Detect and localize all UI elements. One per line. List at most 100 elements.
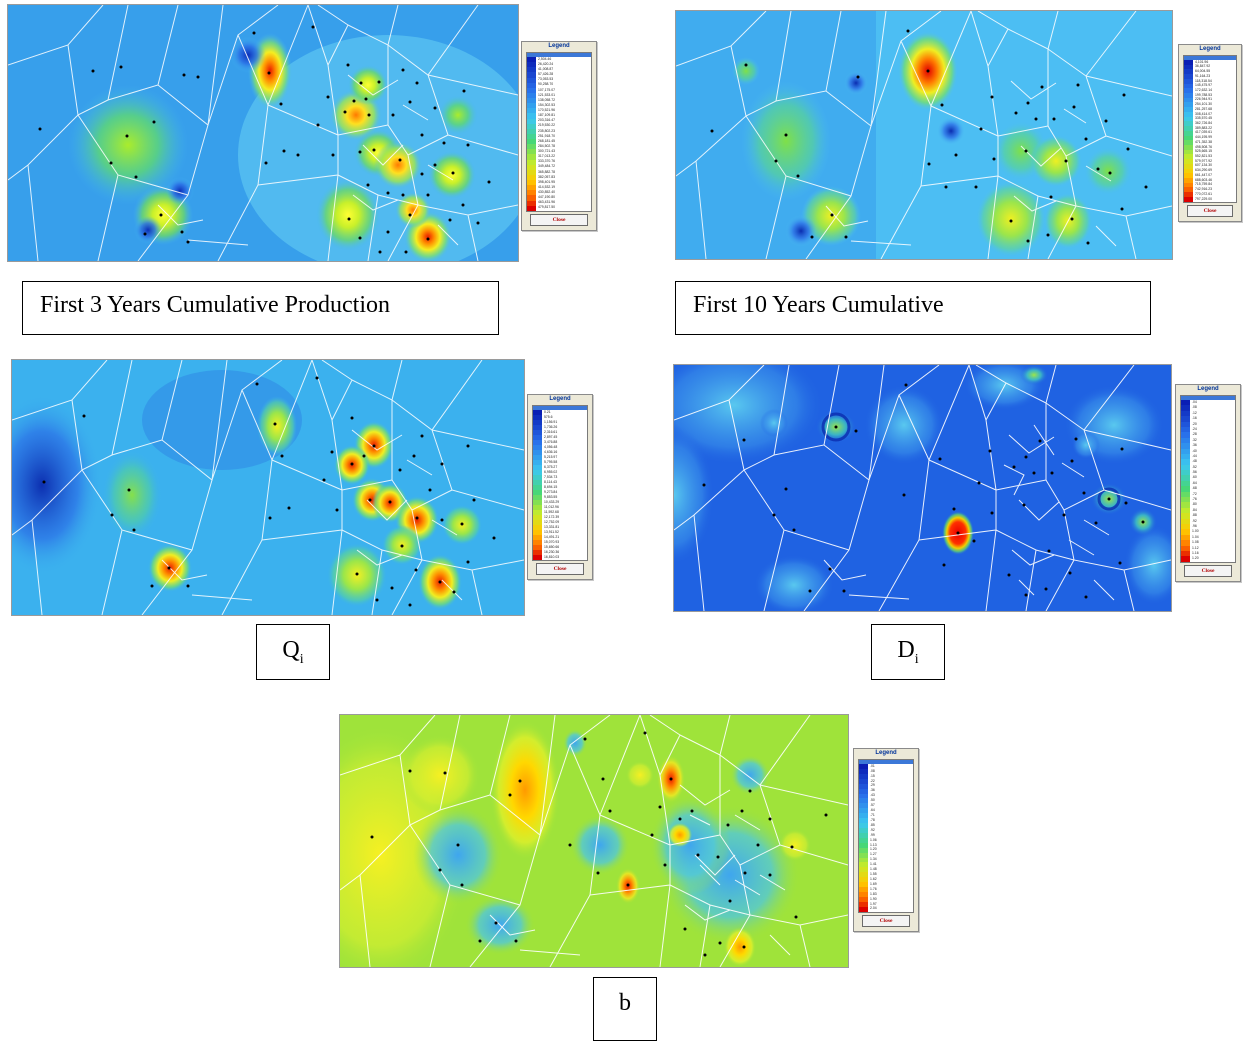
legend-row: 16,230.36	[533, 550, 587, 555]
legend-swatch	[533, 410, 542, 415]
legend-row: 479,817.50	[527, 206, 591, 211]
legend-value: 16,230.36	[544, 549, 560, 554]
legend-row: 1.76	[859, 887, 913, 892]
legend-value: 9,273.84	[544, 489, 558, 494]
legend-swatch	[859, 882, 868, 888]
heatmap-b	[340, 715, 848, 967]
legend-b[interactable]: Legend .01.08.15.22.29.36.43.50.57.64.71…	[853, 748, 919, 932]
legend-value: .85	[870, 822, 875, 827]
legend-swatch	[1184, 126, 1193, 131]
legend-scale[interactable]: 0.21 575.6 1,156.91 1,736.26 2,316.61 2,897.4…	[532, 405, 588, 561]
legend-value: 36,847.92	[1195, 64, 1211, 69]
legend-scale[interactable]: .04.08.12.16.20.24.28.32.36.40.44.48.52.…	[1180, 395, 1236, 563]
legend-swatch	[1181, 480, 1190, 487]
map-cum3	[7, 4, 519, 262]
legend-value: .76	[1192, 497, 1197, 502]
legend-swatch	[1181, 410, 1190, 417]
legend-swatch	[859, 872, 868, 878]
legend-row: 797,229.00	[1184, 197, 1236, 202]
legend-value: 742,916.23	[1195, 187, 1212, 192]
legend-header-bar	[1181, 396, 1235, 400]
legend-swatch	[527, 128, 536, 134]
legend-value: .92	[1192, 518, 1197, 523]
legend-swatch	[859, 773, 868, 779]
legend-value: 226,944.91	[1195, 97, 1212, 102]
legend-swatch	[533, 435, 542, 440]
legend-close-button[interactable]: Close	[1184, 565, 1232, 577]
legend-row: 607,134.30	[1184, 164, 1236, 169]
legend-value: 254,101.30	[1195, 102, 1212, 107]
legend-value: .08	[870, 768, 875, 773]
legend-value: 187,109.81	[538, 113, 555, 118]
legend-title: Legend	[549, 396, 571, 402]
legend-value: 5,215.97	[544, 454, 558, 459]
legend-row: 8,114.43	[533, 480, 587, 485]
legend-row: 268,181.45	[527, 139, 591, 145]
legend-value: 6,375.27	[544, 464, 558, 469]
legend-value: 1,736.26	[544, 424, 558, 429]
legend-value: .50	[870, 798, 875, 803]
legend-title: Legend	[548, 43, 570, 49]
legend-row: 6,375.27	[533, 465, 587, 470]
legend-swatch	[1181, 416, 1190, 422]
legend-swatch	[1181, 405, 1190, 411]
legend-value: 9,853.55	[544, 494, 558, 499]
legend-swatch	[859, 887, 868, 892]
legend-swatch	[1184, 173, 1193, 178]
legend-value: 362,726.84	[1195, 121, 1212, 125]
legend-scale[interactable]: .01.08.15.22.29.36.43.50.57.64.71.78.85.…	[858, 759, 914, 913]
legend-value: .16	[1192, 416, 1197, 421]
legend-value: .68	[1192, 486, 1197, 491]
legend-swatch	[859, 778, 868, 784]
legend-swatch	[859, 827, 868, 833]
legend-value: .32	[1192, 437, 1197, 442]
legend-value: .64	[870, 808, 875, 813]
legend-row: 1.20	[859, 847, 913, 853]
legend-swatch	[1181, 523, 1190, 530]
legend-swatch	[1184, 196, 1193, 202]
legend-swatch	[527, 205, 536, 211]
legend-close-button[interactable]: Close	[536, 563, 584, 575]
legend-header-bar	[859, 760, 913, 764]
legend-value: 444,195.99	[1195, 135, 1212, 140]
legend-value: 154,302.53	[538, 102, 555, 107]
legend-qi[interactable]: Legend 0.21 575.6 1,156.91 1,736.26 2,316.61…	[527, 394, 593, 580]
legend-swatch	[527, 200, 536, 206]
legend-value: 1.55	[870, 872, 877, 877]
legend-swatch	[1184, 88, 1193, 94]
legend-row: .96	[1181, 523, 1235, 530]
legend-value: 90,258.70	[538, 82, 554, 87]
legend-row: 154,302.53	[527, 102, 591, 109]
legend-di[interactable]: Legend .04.08.12.16.20.24.28.32.36.40.44…	[1175, 384, 1241, 582]
legend-row: 107,175.07	[527, 88, 591, 93]
legend-swatch	[1184, 163, 1193, 169]
legend-row: 1.12	[1181, 545, 1235, 551]
caption-cum10: First 10 Years Cumulative	[675, 281, 1151, 335]
legend-cum10[interactable]: Legend 4,101.96 36,847.92 64,004.55 91,164.…	[1178, 44, 1242, 222]
legend-row: .92	[1181, 518, 1235, 524]
legend-swatch	[533, 540, 542, 545]
legend-cum3[interactable]: Legend 2,504.46 26,420.24 41,008.87 57,426.…	[521, 41, 597, 231]
legend-close-button[interactable]: Close	[1187, 205, 1233, 217]
legend-row: 57,426.28	[527, 72, 591, 78]
legend-swatch	[859, 842, 868, 848]
legend-close-button[interactable]: Close	[862, 915, 910, 927]
legend-swatch	[527, 77, 536, 83]
legend-scale[interactable]: 4,101.96 36,847.92 64,004.55 91,164.23 118,3…	[1183, 55, 1237, 203]
legend-scale[interactable]: 2,504.46 26,420.24 41,008.87 57,426.28 73,05…	[526, 52, 592, 212]
legend-row: 2,897.45	[533, 435, 587, 440]
legend-swatch	[1184, 177, 1193, 183]
legend-value: 138,058.72	[538, 97, 555, 102]
legend-row: .15	[859, 774, 913, 779]
legend-value: 1.20	[870, 847, 877, 852]
legend-swatch	[527, 169, 536, 175]
legend-row: .72	[1181, 491, 1235, 498]
legend-swatch	[527, 154, 536, 160]
legend-row: 1.00	[1181, 529, 1235, 535]
legend-close-button[interactable]: Close	[530, 214, 588, 226]
legend-swatch	[533, 545, 542, 550]
legend-value: 11,592.68	[544, 509, 559, 514]
legend-swatch	[859, 764, 868, 769]
legend-value: 12,172.39	[544, 514, 560, 519]
legend-row: 64,004.55	[1184, 69, 1236, 75]
